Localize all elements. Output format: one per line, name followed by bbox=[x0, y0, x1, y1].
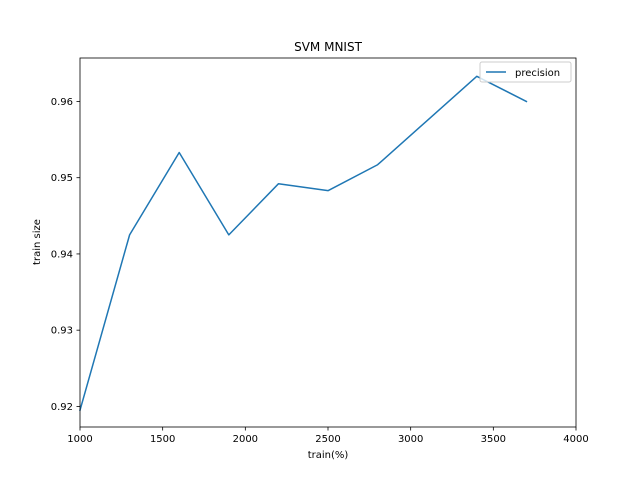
data-point bbox=[227, 233, 230, 236]
y-axis-label: train size bbox=[32, 219, 43, 265]
x-tick-label: 4000 bbox=[563, 434, 588, 445]
x-tick-label: 1500 bbox=[150, 434, 175, 445]
x-tick-label: 1000 bbox=[67, 434, 92, 445]
legend: precision bbox=[479, 61, 572, 83]
data-point bbox=[327, 189, 330, 192]
x-axis-label: train(%) bbox=[308, 450, 349, 461]
y-tick-label: 0.96 bbox=[51, 97, 73, 108]
axes-frame bbox=[79, 57, 577, 428]
y-tick-label: 0.93 bbox=[51, 326, 73, 337]
chart-title: SVM MNIST bbox=[294, 40, 362, 54]
x-tick-label: 2500 bbox=[315, 434, 340, 445]
plot-area bbox=[79, 75, 528, 412]
x-axis-ticks: 1000 1500 2000 2500 3000 3500 4000 bbox=[67, 427, 589, 445]
y-tick-label: 0.94 bbox=[51, 249, 73, 260]
y-axis-ticks: 0.92 0.93 0.94 0.95 0.96 bbox=[51, 97, 80, 413]
data-point bbox=[525, 100, 528, 103]
data-point bbox=[277, 182, 280, 185]
data-point bbox=[178, 151, 181, 154]
x-tick-label: 2000 bbox=[233, 434, 258, 445]
series-line-precision bbox=[79, 75, 528, 412]
x-tick-label: 3500 bbox=[481, 434, 506, 445]
legend-label: precision bbox=[515, 68, 560, 79]
y-tick-label: 0.92 bbox=[51, 402, 73, 413]
data-point bbox=[475, 75, 478, 78]
data-point bbox=[426, 119, 429, 122]
data-point bbox=[376, 163, 379, 166]
y-tick-label: 0.95 bbox=[51, 173, 73, 184]
x-tick-label: 3000 bbox=[398, 434, 423, 445]
data-point bbox=[128, 233, 131, 236]
legend-box bbox=[479, 61, 572, 83]
